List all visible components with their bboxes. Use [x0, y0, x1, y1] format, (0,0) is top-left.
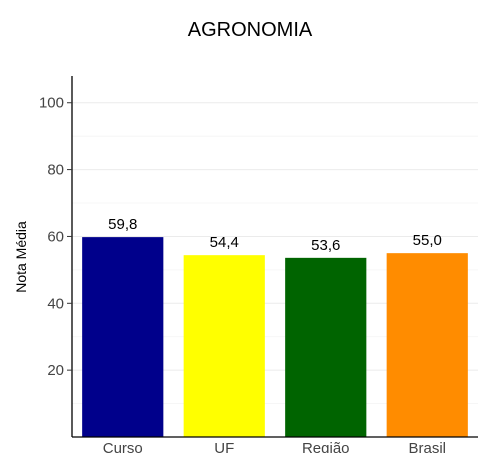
y-tick-label: 60: [47, 228, 64, 245]
bar-região: [285, 257, 367, 437]
y-tick-label: 100: [39, 95, 64, 112]
chart-title: AGRONOMIA: [188, 19, 313, 41]
y-tick-label: 80: [47, 162, 64, 179]
data-label: 59,8: [108, 216, 137, 233]
y-tick-label: 40: [47, 295, 64, 312]
x-tick-label: UF: [214, 440, 234, 453]
data-label: 53,6: [311, 237, 340, 254]
data-label: 55,0: [413, 232, 442, 249]
x-tick-label: Brasil: [408, 440, 446, 453]
bar-uf: [183, 255, 265, 437]
bar-curso: [82, 237, 164, 437]
y-tick-label: 20: [47, 362, 64, 379]
x-tick-label: Região: [302, 440, 350, 453]
bars: [82, 237, 468, 437]
y-ticks: 20 40 60 80 100: [39, 95, 72, 379]
data-labels: 59,8 54,4 53,6 55,0: [108, 216, 442, 254]
bar-brasil: [386, 253, 468, 437]
x-tick-labels: Curso UF Região Brasil: [103, 440, 446, 453]
x-tick-label: Curso: [103, 440, 143, 453]
y-axis-title: Nota Média: [13, 221, 29, 293]
axes: [71, 76, 478, 438]
data-label: 54,4: [210, 234, 239, 251]
